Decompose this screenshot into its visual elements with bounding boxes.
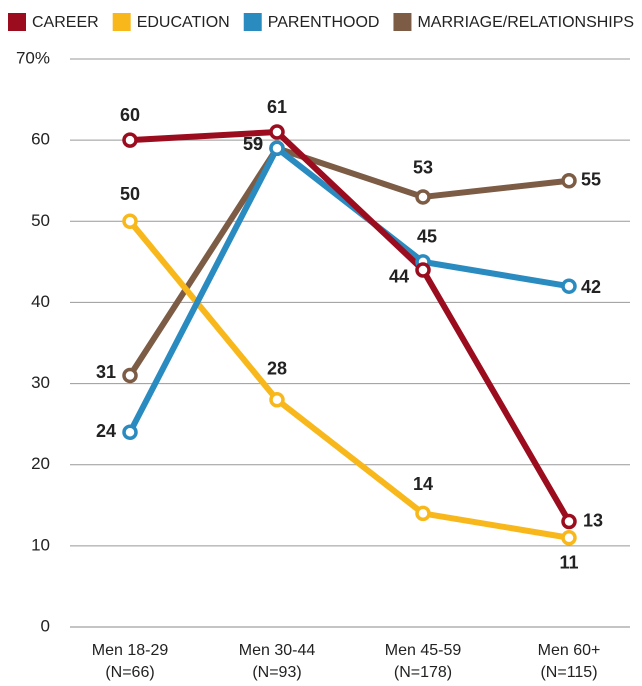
point-marker [415, 505, 431, 522]
data-label: 28 [267, 359, 287, 379]
data-label: 55 [581, 169, 601, 189]
legend-label: MARRIAGE/RELATIONSHIPS [417, 14, 634, 31]
data-label: 59 [243, 134, 263, 154]
series-line [127, 145, 570, 378]
legend-label: PARENTHOOD [268, 14, 380, 31]
point-marker [269, 124, 285, 140]
y-tick-label: 60 [31, 130, 50, 149]
point-marker [415, 262, 431, 278]
x-tick-sublabel: (N=93) [252, 664, 301, 681]
y-tick-label: 10 [31, 535, 50, 554]
point-marker [561, 278, 577, 294]
legend-swatch [8, 13, 26, 31]
x-tick-label: Men 30-44 [239, 642, 316, 659]
legend-label: EDUCATION [137, 14, 230, 31]
point-marker [122, 367, 138, 384]
x-tick-sublabel: (N=66) [105, 664, 154, 681]
x-tick-sublabel: (N=115) [540, 664, 597, 681]
point-marker [561, 513, 577, 530]
data-label: 11 [559, 552, 578, 572]
data-label: 24 [96, 421, 116, 441]
y-tick-label: 20 [31, 454, 50, 473]
data-label: 45 [417, 227, 437, 247]
x-tick-label: Men 60+ [538, 642, 601, 659]
series-line [129, 129, 572, 524]
data-label: 14 [413, 474, 433, 494]
data-label: 50 [120, 184, 140, 204]
data-label: 31 [96, 362, 116, 382]
data-label: 13 [583, 510, 603, 530]
y-tick-label: 70% [16, 48, 50, 67]
x-tick-label: Men 18-29 [92, 642, 169, 659]
legend-swatch [112, 13, 131, 31]
point-marker [269, 392, 285, 408]
series-line [127, 219, 570, 541]
data-label: 60 [120, 105, 140, 125]
point-marker [415, 189, 431, 205]
legend-swatch [393, 13, 412, 31]
x-tick-label: Men 45-59 [385, 642, 462, 659]
y-tick-label: 30 [31, 373, 50, 392]
y-tick-label: 40 [31, 292, 50, 311]
data-label: 53 [413, 158, 433, 178]
x-tick-sublabel: (N=178) [394, 664, 452, 681]
point-marker [561, 172, 577, 189]
point-marker [269, 140, 285, 157]
point-marker [122, 424, 138, 441]
point-marker [561, 529, 577, 546]
point-marker [122, 132, 138, 148]
legend-label: CAREER [32, 14, 99, 31]
y-tick-label: 0 [41, 616, 50, 635]
data-label: 59 [243, 134, 263, 154]
point-marker [122, 213, 138, 230]
data-label: 61 [267, 97, 287, 117]
y-tick-label: 50 [31, 211, 50, 230]
data-label: 44 [389, 267, 409, 287]
legend-swatch [243, 13, 262, 31]
data-label: 42 [581, 277, 601, 297]
